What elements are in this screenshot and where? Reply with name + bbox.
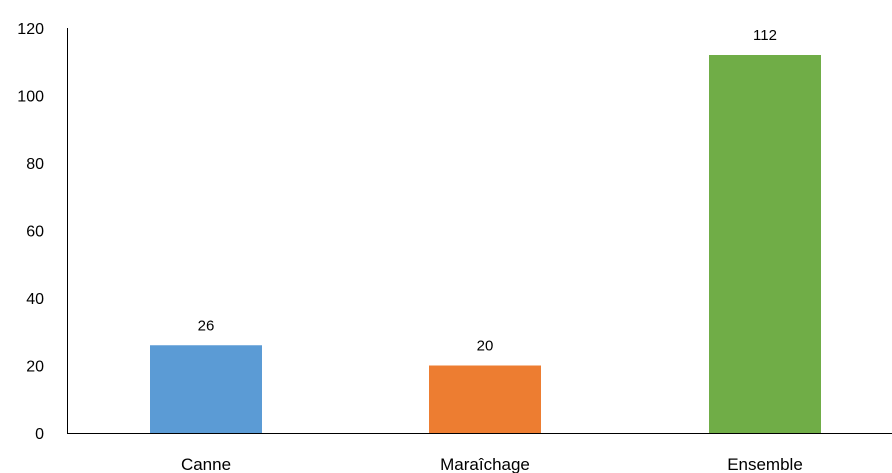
bar <box>709 55 821 433</box>
y-tick-label: 60 <box>26 224 44 241</box>
data-label: 112 <box>753 27 777 44</box>
x-tick-label: Maraîchage <box>440 455 530 473</box>
x-tick-label: Ensemble <box>727 455 803 473</box>
bars <box>150 55 821 433</box>
y-tick-label: 80 <box>26 156 44 173</box>
data-label: 20 <box>477 338 494 355</box>
y-tick-label: 20 <box>26 359 44 376</box>
x-axis: Canne Maraîchage Ensemble <box>67 433 892 473</box>
data-label: 26 <box>198 317 215 334</box>
y-tick-label: 40 <box>26 291 44 308</box>
y-tick-label: 100 <box>17 89 44 106</box>
y-tick-label: 120 <box>17 21 44 38</box>
data-labels: 26 20 112 <box>198 27 777 355</box>
bar <box>429 365 541 433</box>
x-tick-label: Canne <box>181 455 231 473</box>
bar <box>150 345 262 433</box>
y-tick-label: 0 <box>35 426 44 443</box>
y-axis: 0 20 40 60 80 100 120 <box>17 21 68 443</box>
